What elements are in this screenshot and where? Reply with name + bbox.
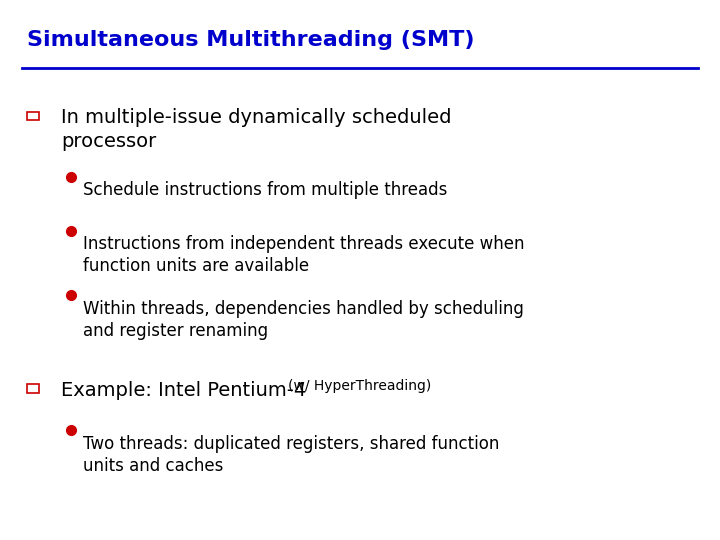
Text: In multiple-issue dynamically scheduled
processor: In multiple-issue dynamically scheduled … <box>61 108 451 151</box>
Text: Two threads: duplicated registers, shared function
units and caches: Two threads: duplicated registers, share… <box>83 435 499 475</box>
Text: Schedule instructions from multiple threads: Schedule instructions from multiple thre… <box>83 181 447 199</box>
Text: Within threads, dependencies handled by scheduling
and register renaming: Within threads, dependencies handled by … <box>83 300 523 340</box>
FancyBboxPatch shape <box>27 384 39 393</box>
FancyBboxPatch shape <box>27 112 39 120</box>
Text: (w/ HyperThreading): (w/ HyperThreading) <box>288 379 431 393</box>
Text: Instructions from independent threads execute when
function units are available: Instructions from independent threads ex… <box>83 235 524 275</box>
Text: Simultaneous Multithreading (SMT): Simultaneous Multithreading (SMT) <box>27 30 475 50</box>
Text: Example: Intel Pentium-4: Example: Intel Pentium-4 <box>61 381 312 400</box>
